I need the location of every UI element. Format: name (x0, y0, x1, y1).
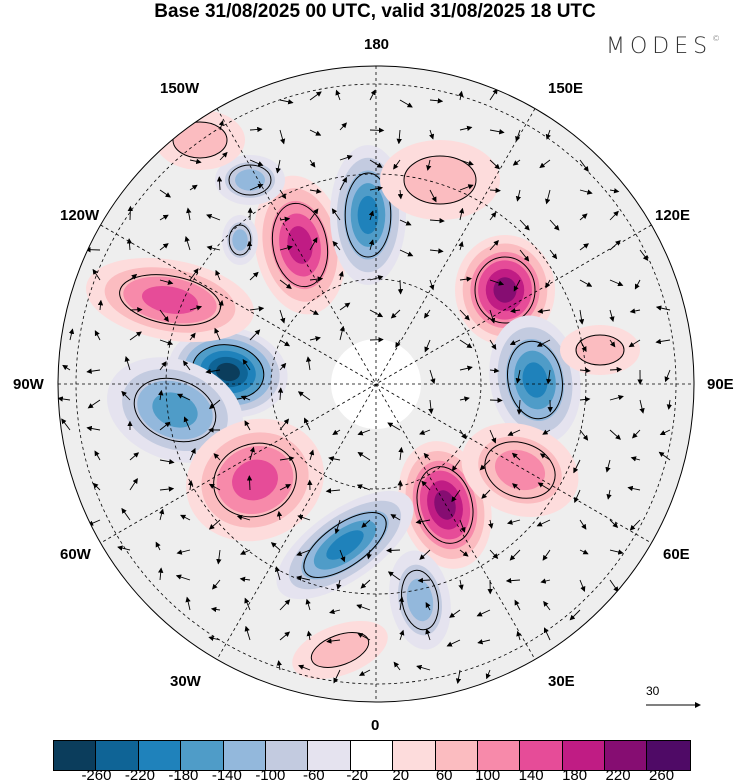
anomaly-contour (493, 277, 516, 302)
colorbar-swatch (224, 741, 266, 770)
colorbar-swatch (139, 741, 181, 770)
colorbar-tick: -180 (168, 767, 198, 784)
colorbar-swatch (605, 741, 647, 770)
label-60e: 60E (663, 546, 690, 563)
colorbar-tick: 20 (392, 767, 409, 784)
colorbar-tick: -140 (212, 767, 242, 784)
anomaly-contour (235, 169, 265, 190)
colorbar-tick: -260 (81, 767, 111, 784)
label-150e: 150E (548, 80, 583, 97)
colorbar-swatch (393, 741, 435, 770)
colorbar-swatch (351, 741, 393, 770)
anomaly-contour (232, 229, 247, 250)
colorbar-swatch (266, 741, 308, 770)
label-180: 180 (364, 36, 389, 53)
colorbar-swatch (520, 741, 562, 770)
colorbar-swatch (181, 741, 223, 770)
colorbar-tick: -20 (346, 767, 368, 784)
colorbar-swatch (96, 741, 138, 770)
colorbar-tick: 60 (436, 767, 453, 784)
colorbar-tick: -100 (255, 767, 285, 784)
colorbar-swatch (436, 741, 478, 770)
colorbar-ticks: -260 -220 -180 -140 -100 -60 -20 20 60 100 140 180 2… (53, 767, 705, 783)
label-60w: 60W (60, 546, 91, 563)
colorbar-swatch (647, 741, 689, 770)
label-30e: 30E (548, 673, 575, 690)
label-120e: 120E (655, 207, 690, 224)
colorbar-tick: 100 (475, 767, 500, 784)
colorbar-tick: -220 (125, 767, 155, 784)
label-30w: 30W (170, 673, 201, 690)
colorbar-tick: 140 (519, 767, 544, 784)
label-150w: 150W (160, 80, 199, 97)
colorbar-swatch (563, 741, 605, 770)
colorbar-tick: 220 (606, 767, 631, 784)
colorbar-tick: 180 (562, 767, 587, 784)
wind-arrow (387, 550, 400, 551)
wind-arrow (400, 280, 401, 294)
colorbar-swatch (478, 741, 520, 770)
reference-vector-label: 30 (646, 684, 659, 698)
anomaly-contour (358, 196, 379, 234)
label-90w: 90W (13, 376, 44, 393)
colorbar-tick: -60 (303, 767, 325, 784)
colorbar-tick: 260 (649, 767, 674, 784)
colorbar-swatch (54, 741, 96, 770)
wind-arrow (610, 369, 621, 370)
label-0: 0 (371, 717, 379, 734)
label-90e: 90E (707, 376, 734, 393)
label-120w: 120W (60, 207, 99, 224)
wind-arrow (490, 400, 502, 401)
colorbar-swatch (308, 741, 350, 770)
